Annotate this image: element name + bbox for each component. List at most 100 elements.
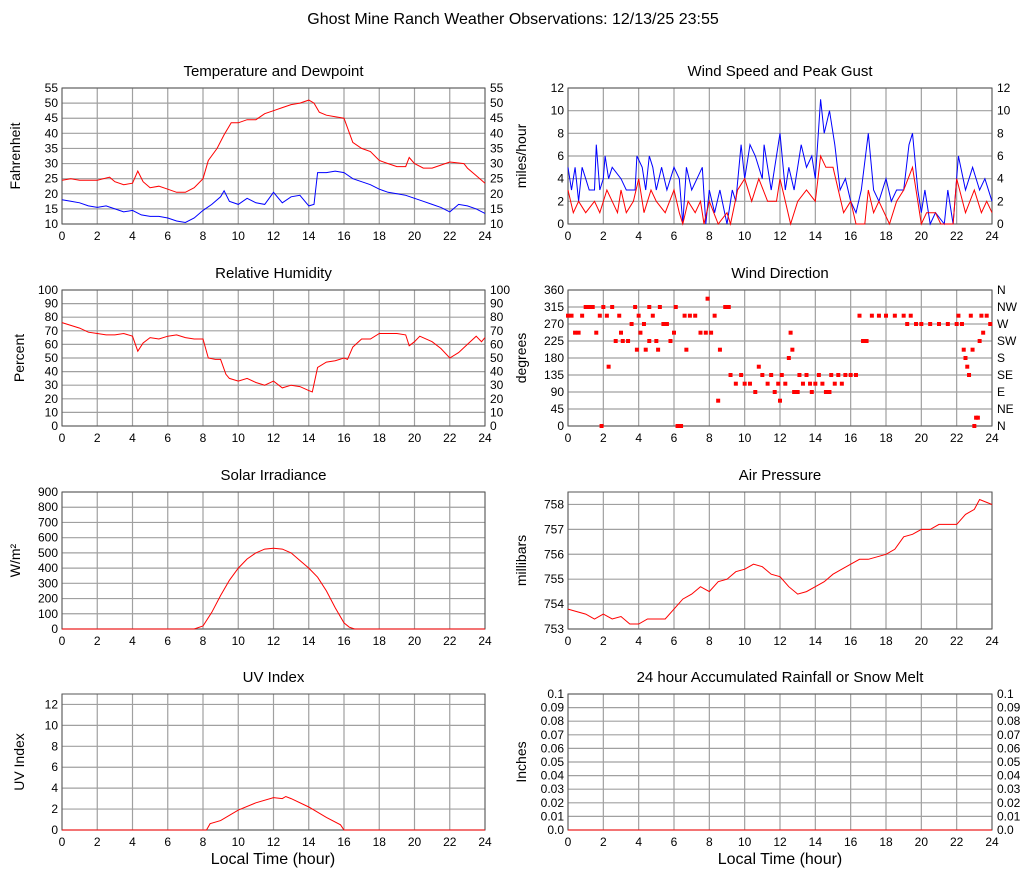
x-tick-label: 12 [773, 431, 787, 445]
right-tick-label: E [997, 385, 1005, 399]
right-tick-label: 30 [490, 157, 504, 171]
x-tick-label: 8 [200, 835, 207, 849]
right-tick-label: SW [997, 334, 1017, 348]
x-tick-label: 24 [985, 229, 999, 243]
data-point [573, 330, 578, 335]
series-line-relative-humidity [61, 322, 486, 393]
data-point [672, 330, 676, 335]
data-point [792, 390, 797, 394]
y-tick-label: 50 [45, 96, 59, 110]
data-point [726, 305, 731, 309]
x-tick-label: 12 [267, 431, 281, 445]
data-point [827, 390, 832, 394]
x-tick-label: 2 [600, 229, 607, 243]
x-tick-label: 22 [443, 634, 457, 648]
data-point [809, 390, 814, 394]
y-tick-label: 2 [51, 802, 58, 816]
data-point [808, 381, 813, 386]
x-tick-label: 6 [671, 431, 678, 445]
x-tick-label: 24 [985, 431, 999, 445]
data-point [613, 339, 618, 343]
data-point [914, 322, 919, 326]
y-tick-label: 600 [38, 531, 58, 545]
x-tick-label: 16 [844, 835, 858, 849]
y-tick-label: 0.0 [547, 823, 564, 837]
y-tick-label: 40 [45, 126, 59, 140]
x-tick-label: 4 [635, 835, 642, 849]
data-point [979, 313, 984, 318]
y-tick-label: 10 [45, 405, 59, 419]
data-point [786, 356, 791, 360]
data-point [641, 322, 646, 326]
data-point [705, 296, 710, 301]
x-tick-label: 16 [337, 634, 351, 648]
data-point [823, 390, 828, 394]
series-line-peak-gust [567, 99, 993, 226]
y-tick-label: 80 [45, 310, 59, 324]
data-point [698, 330, 703, 335]
x-tick-label: 4 [129, 634, 136, 648]
x-tick-label: 20 [915, 431, 929, 445]
x-tick-label: 18 [879, 229, 893, 243]
right-tick-label: 0.07 [997, 728, 1021, 742]
right-tick-label: S [997, 351, 1005, 365]
data-point [590, 305, 595, 309]
data-point [839, 381, 844, 386]
panel-title: Relative Humidity [215, 265, 332, 282]
data-point [945, 322, 950, 326]
y-tick-label: 180 [544, 351, 564, 365]
x-tick-label: 2 [94, 229, 101, 243]
x-axis-label-left: Local Time (hour) [211, 851, 336, 868]
data-point [901, 313, 906, 318]
data-point [617, 313, 622, 318]
x-tick-label: 0 [59, 835, 66, 849]
y-axis-label: Percent [11, 334, 27, 382]
data-point [647, 305, 652, 309]
right-tick-label: 6 [997, 149, 1004, 163]
y-tick-label: 10 [45, 718, 59, 732]
y-tick-label: 45 [551, 402, 565, 416]
y-tick-label: 360 [544, 283, 564, 297]
data-point [919, 322, 924, 326]
x-tick-label: 4 [635, 634, 642, 648]
data-point [937, 322, 941, 326]
x-tick-label: 14 [809, 229, 823, 243]
y-tick-label: 0.1 [547, 687, 564, 701]
y-tick-label: 700 [38, 515, 58, 529]
x-tick-label: 14 [809, 431, 823, 445]
x-tick-label: 22 [950, 634, 964, 648]
y-tick-label: 40 [45, 365, 59, 379]
right-tick-label: 8 [997, 126, 1004, 140]
x-tick-label: 18 [373, 431, 387, 445]
y-axis-label: W/m² [7, 543, 23, 577]
y-tick-label: 20 [45, 392, 59, 406]
x-tick-label: 0 [565, 634, 572, 648]
right-tick-label: 15 [490, 202, 504, 216]
x-tick-label: 14 [302, 229, 316, 243]
x-tick-label: 16 [337, 431, 351, 445]
x-tick-label: 6 [671, 634, 678, 648]
x-tick-label: 4 [129, 431, 136, 445]
right-tick-label: 0.08 [997, 714, 1021, 728]
data-point [647, 339, 652, 343]
x-tick-label: 24 [985, 634, 999, 648]
x-tick-label: 18 [879, 634, 893, 648]
right-tick-label: 4 [997, 172, 1004, 186]
data-point [723, 305, 728, 309]
y-tick-label: 0 [51, 622, 58, 636]
data-point [972, 424, 977, 428]
x-tick-label: 24 [478, 634, 492, 648]
data-point [597, 313, 602, 318]
y-tick-label: 0.01 [541, 809, 565, 823]
x-tick-label: 12 [773, 229, 787, 243]
data-point [716, 398, 721, 403]
x-tick-label: 6 [164, 835, 171, 849]
data-point [580, 313, 585, 318]
data-point [800, 381, 805, 386]
data-point [853, 373, 858, 377]
y-tick-label: 0.04 [541, 769, 565, 783]
x-tick-label: 0 [59, 229, 66, 243]
x-tick-label: 2 [94, 835, 101, 849]
